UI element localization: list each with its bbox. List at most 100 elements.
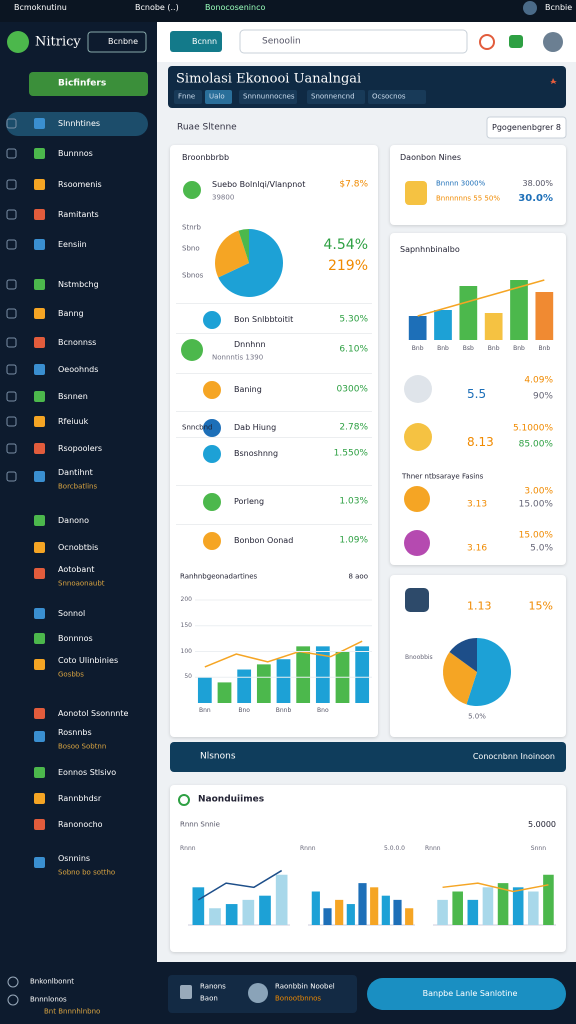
nav-item[interactable]: Bonnnos	[58, 634, 93, 643]
nav-icon	[34, 239, 45, 250]
icon	[405, 181, 427, 205]
nav-item[interactable]: Aotobant	[58, 565, 95, 574]
label: 1.13	[467, 599, 492, 613]
label: Thner ntbsaraye Fasins	[402, 472, 484, 481]
bar	[510, 280, 528, 340]
nav-item[interactable]: Bnkonlbonnt	[30, 977, 75, 986]
nav-item[interactable]: Bicfinfers	[58, 78, 107, 89]
nav-item[interactable]: Danono	[58, 516, 89, 525]
nav-icon	[7, 976, 19, 988]
label: Naonduiimes	[198, 794, 265, 805]
bar	[358, 883, 367, 925]
nav-item[interactable]: Rosnnbs	[58, 728, 92, 737]
rail-icon	[6, 364, 17, 375]
tab	[174, 90, 202, 104]
button[interactable]: Banpbe Lanle Sanlotine	[422, 989, 518, 998]
bar	[543, 874, 554, 925]
bar	[276, 659, 291, 703]
icon	[180, 985, 192, 999]
nav-item[interactable]: Bunnnos	[58, 149, 93, 158]
trend-line	[204, 640, 363, 668]
row-icon	[404, 423, 432, 451]
bar	[256, 664, 271, 703]
nav-icon	[7, 994, 19, 1006]
divider	[176, 373, 372, 374]
tab[interactable]: Ualo	[209, 92, 225, 101]
tab	[239, 90, 297, 104]
trend-line	[442, 882, 549, 893]
pie-slice	[218, 229, 283, 297]
nav-icon	[34, 633, 45, 644]
trend-line	[197, 869, 283, 901]
row-icon	[203, 381, 221, 399]
label: Ruae Sltenne	[177, 122, 237, 133]
label: 8.13	[467, 435, 494, 449]
link[interactable]: Conocnbnn Inoinoon	[472, 752, 555, 761]
label: 5.0000	[528, 820, 556, 829]
tab[interactable]: Fnne	[178, 92, 196, 101]
nav-icon	[34, 209, 45, 220]
bar	[393, 899, 402, 925]
nav-icon	[34, 731, 45, 742]
nav-item[interactable]: Rsopoolers	[58, 444, 103, 453]
label: 3.13	[467, 499, 488, 510]
nav-icon	[34, 708, 45, 719]
label: Stnrb	[182, 223, 201, 232]
icon	[479, 34, 495, 50]
bar	[355, 646, 370, 703]
label: 5.0.0.0	[384, 845, 405, 852]
bar	[528, 891, 539, 925]
nav-item[interactable]: Bcnonnss	[58, 338, 97, 347]
tab[interactable]: Snnnunnocnes	[243, 92, 295, 101]
nav-item[interactable]: Bnnnlonos	[30, 995, 67, 1004]
label: 3.16	[467, 543, 488, 554]
tab[interactable]: Ocsocnos	[372, 92, 406, 101]
status-bar	[0, 0, 576, 22]
nav-item[interactable]: Rfeiuuk	[58, 417, 89, 426]
nav-item[interactable]: Eensiin	[58, 240, 87, 249]
label: Simolasi Ekonooi Uanalngai	[176, 71, 362, 87]
search-input[interactable]: Senoolin	[262, 36, 301, 47]
nav-item[interactable]: Rsoomenis	[58, 180, 102, 189]
label: Snncbnd	[182, 423, 213, 432]
nav-item[interactable]: Oeoohnds	[58, 365, 99, 374]
pie-slice	[238, 229, 249, 263]
row-icon	[203, 445, 221, 463]
active-pill	[29, 72, 148, 96]
label: Borcbatlins	[58, 482, 98, 491]
bar	[370, 887, 379, 925]
icon	[509, 35, 523, 48]
bar	[335, 899, 344, 925]
nav-item[interactable]: Eonnos Stlsivo	[58, 768, 117, 777]
row-icon	[203, 419, 221, 437]
nav-icon	[34, 659, 45, 670]
nav-item[interactable]: Dantihnt	[58, 468, 93, 477]
nav-item[interactable]: Bsnnen	[58, 392, 88, 401]
nav-item[interactable]: Ranonocho	[58, 820, 103, 829]
label: Raonbbin Noobel	[275, 982, 335, 991]
label: Bcmoknutinu	[14, 3, 67, 12]
bar	[459, 286, 478, 340]
bar	[467, 899, 479, 925]
bar	[225, 904, 238, 925]
tab[interactable]: Snonnencnd	[311, 92, 355, 101]
button[interactable]: Bcnnn	[192, 37, 218, 46]
button[interactable]: Pgogenenbgrer 8	[492, 123, 561, 132]
nav-item[interactable]: Banng	[58, 309, 84, 318]
nav-item[interactable]: Aonotol Ssonnnte	[58, 709, 129, 718]
label: Nitricy	[35, 34, 81, 50]
nav-item[interactable]: Coto Ulinbinies	[58, 656, 119, 665]
nav-item[interactable]: Osnnins	[58, 854, 91, 863]
label: Gosbbs	[58, 670, 84, 679]
divider	[176, 524, 372, 525]
label: 30.0%	[518, 193, 553, 204]
nav-item[interactable]: Ocnobtbis	[58, 543, 99, 552]
button[interactable]: Bcnbne	[108, 37, 139, 46]
nav-item[interactable]: Nstmbchg	[58, 280, 99, 289]
label: Bcnbie	[545, 3, 573, 12]
nav-item[interactable]: Slnnhtines	[58, 119, 101, 128]
nav-item[interactable]: Sonnol	[58, 609, 86, 618]
nav-item[interactable]: Rannbhdsr	[58, 794, 102, 803]
label: Snnoaonaubt	[58, 579, 105, 588]
nav-item[interactable]: Ramitants	[58, 210, 99, 219]
